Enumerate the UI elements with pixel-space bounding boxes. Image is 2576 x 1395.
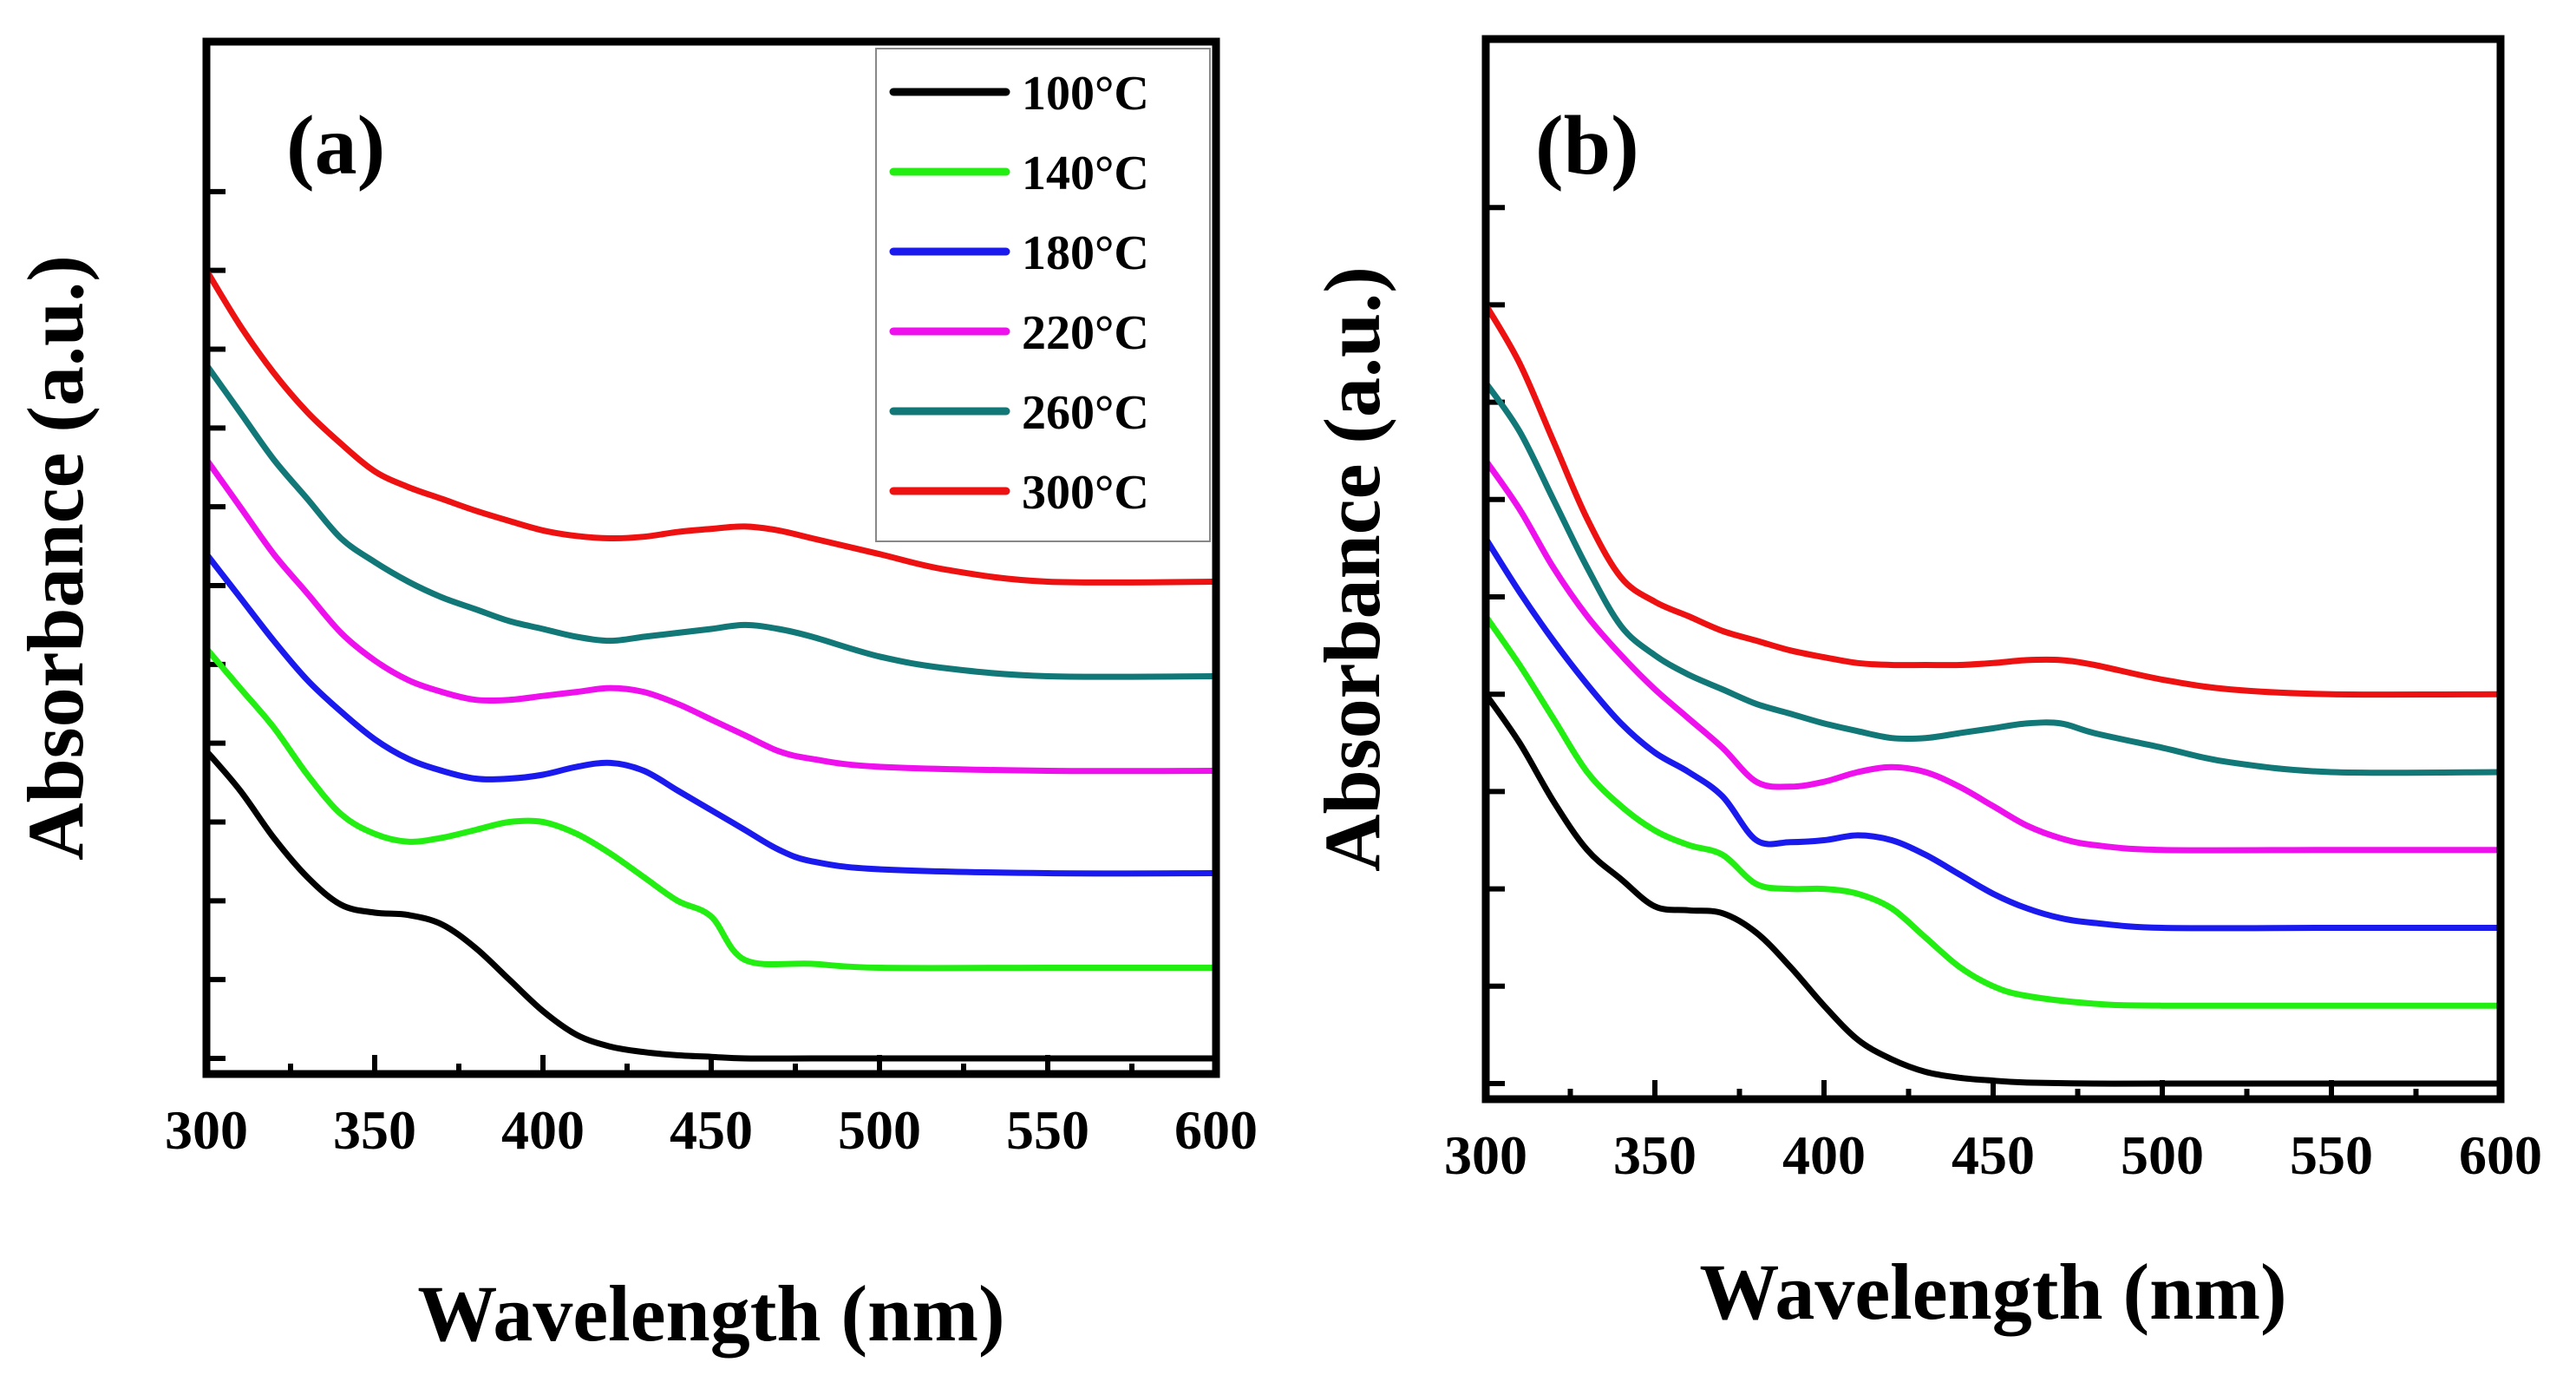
legend-label-0: 100°C	[1022, 67, 1149, 121]
x-tick-label-a: 350	[333, 1099, 416, 1161]
x-tick-label-b: 500	[2121, 1124, 2204, 1186]
panel-b: 300 350 400 450 500 550 600 (b) Wavelength (nm) A…	[1308, 35, 2542, 1336]
x-tick-label-a: 400	[501, 1099, 585, 1161]
panel-label-b: (b)	[1535, 99, 1639, 193]
series-line-a-5	[206, 267, 1216, 586]
series-line-b-4	[1486, 379, 2501, 776]
panel-a: 300 350 400 450 500 550 600 (a) Wavelength (nm) A…	[11, 37, 1258, 1358]
plot-frame-b	[1481, 35, 2505, 1104]
x-tick-label-b: 350	[1613, 1124, 1697, 1186]
legend-box	[875, 48, 1211, 542]
series-line-b-3	[1486, 457, 2501, 854]
series-line-b-0	[1486, 691, 2501, 1087]
series-line-b-1	[1486, 612, 2501, 1009]
x-tick-label-b: 300	[1444, 1124, 1527, 1186]
x-tick-label-b: 550	[2290, 1124, 2373, 1186]
legend-label-4: 260°C	[1022, 386, 1149, 440]
series-line-b-5	[1486, 301, 2501, 698]
series-line-b-2	[1486, 535, 2501, 932]
x-axis-title-a: Wavelength (nm)	[417, 1269, 1004, 1358]
x-tick-label-a: 450	[670, 1099, 753, 1161]
x-tick-label-a: 550	[1006, 1099, 1089, 1161]
legend-label-5: 300°C	[1022, 466, 1149, 520]
y-axis-title-a: Absorbance (a.u.)	[11, 255, 100, 861]
x-tick-label-a: 500	[838, 1099, 921, 1161]
plot-frame-a	[202, 37, 1220, 1078]
y-axis-title-b: Absorbance (a.u.)	[1308, 266, 1396, 872]
x-axis-title-b: Wavelength (nm)	[1699, 1248, 2286, 1336]
series-line-a-0	[206, 748, 1216, 1062]
x-tick-label-b: 600	[2459, 1124, 2542, 1186]
series-line-a-2	[206, 551, 1216, 877]
legend-label-2: 180°C	[1022, 226, 1149, 280]
x-tick-label-b: 450	[1952, 1124, 2035, 1186]
legend-label-3: 220°C	[1022, 306, 1149, 360]
x-tick-label-b: 400	[1782, 1124, 1866, 1186]
series-line-a-1	[206, 645, 1216, 972]
panel-label-a: (a)	[286, 99, 385, 193]
series-line-a-4	[206, 362, 1216, 680]
x-tick-label-a: 600	[1174, 1099, 1258, 1161]
x-tick-label-a: 300	[165, 1099, 248, 1161]
legend-label-1: 140°C	[1022, 147, 1149, 200]
series-line-a-3	[206, 456, 1216, 775]
